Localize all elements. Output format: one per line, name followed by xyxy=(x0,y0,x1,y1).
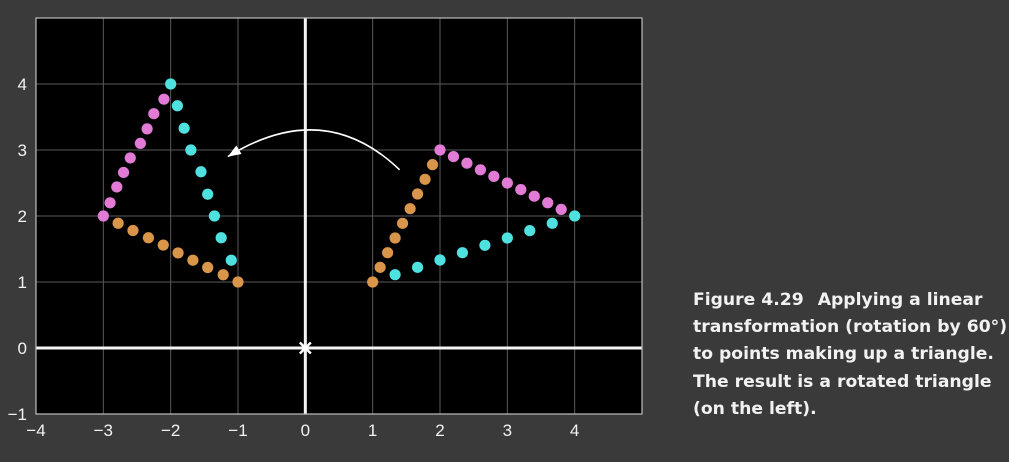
x-tick-label: −3 xyxy=(94,421,113,440)
tick-labels: −4 −3 −2 −1 0 1 2 3 4 −1 0 1 2 3 4 xyxy=(8,75,580,440)
origin-marker xyxy=(298,341,312,355)
data-point xyxy=(157,239,169,251)
data-point xyxy=(528,190,540,202)
scatter-plot: −4 −3 −2 −1 0 1 2 3 4 −1 0 1 2 3 4 xyxy=(8,17,643,440)
data-point xyxy=(488,170,500,182)
data-point xyxy=(411,188,424,200)
plot-frame xyxy=(35,17,643,415)
data-point xyxy=(524,225,536,237)
data-point xyxy=(546,217,558,229)
data-point xyxy=(542,197,554,209)
x-tick-label: 4 xyxy=(570,421,579,440)
x-tick-label: −1 xyxy=(228,421,247,440)
data-point xyxy=(225,254,237,266)
y-tick-label: 3 xyxy=(18,141,27,160)
data-point xyxy=(374,261,386,273)
y-tick-label: 0 xyxy=(18,339,27,358)
data-point xyxy=(134,137,146,149)
figure-caption: Figure 4.29 Applying a linear transformat… xyxy=(693,287,1009,423)
data-point xyxy=(111,181,123,193)
y-tick-label: −1 xyxy=(8,405,27,424)
caption-line: (on the left). xyxy=(693,398,817,419)
caption-line: Figure 4.29 Applying a linear xyxy=(693,287,1009,314)
data-point xyxy=(479,239,491,251)
data-point xyxy=(515,184,527,196)
y-tick-label: 2 xyxy=(18,207,27,226)
data-point xyxy=(195,166,207,178)
data-point xyxy=(389,232,401,244)
data-point xyxy=(104,197,116,209)
data-point xyxy=(555,203,567,215)
data-point xyxy=(434,254,446,266)
data-point xyxy=(461,157,473,169)
x-tick-label: −2 xyxy=(161,421,180,440)
caption-line: transformation (rotation by 60°) xyxy=(693,317,1008,338)
data-point xyxy=(217,269,229,281)
data-point xyxy=(426,159,439,171)
caption-line: The result is a rotated triangle xyxy=(693,371,992,392)
x-tick-label: −4 xyxy=(26,421,45,440)
data-point xyxy=(389,269,401,281)
data-point xyxy=(569,210,581,222)
data-point xyxy=(172,247,184,259)
data-point xyxy=(178,122,190,134)
data-point xyxy=(215,232,227,244)
origin-x-stroke xyxy=(298,341,312,355)
arrow-curve xyxy=(227,129,401,171)
arrow-head xyxy=(227,145,242,157)
figure-number: Figure 4.29 xyxy=(693,290,804,310)
data-point xyxy=(474,164,486,176)
rotation-arrow xyxy=(227,129,401,171)
data-point xyxy=(202,261,214,274)
data-point xyxy=(97,210,109,222)
caption-text: Applying a linear xyxy=(817,290,983,310)
data-point xyxy=(367,276,379,288)
data-point xyxy=(501,177,513,189)
data-point xyxy=(208,210,221,222)
data-point xyxy=(158,93,170,105)
data-points xyxy=(97,78,581,288)
data-point xyxy=(396,217,409,229)
data-point xyxy=(185,144,197,156)
x-tick-label: 0 xyxy=(301,421,310,440)
data-point xyxy=(117,166,130,179)
data-point xyxy=(382,247,394,259)
data-point xyxy=(501,232,513,244)
x-tick-label: 3 xyxy=(503,421,512,440)
data-point xyxy=(171,100,183,112)
data-point xyxy=(404,203,416,215)
x-tick-label: 1 xyxy=(368,421,377,440)
data-point xyxy=(202,188,214,200)
data-point xyxy=(112,217,124,229)
data-point xyxy=(411,261,424,273)
x-tick-label: 2 xyxy=(435,421,444,440)
data-point xyxy=(148,108,160,120)
data-point xyxy=(187,254,199,266)
caption-line: to points making up a triangle. xyxy=(693,344,994,365)
data-point xyxy=(232,276,244,288)
data-point xyxy=(142,232,155,244)
y-tick-label: 4 xyxy=(18,75,27,94)
data-point xyxy=(141,123,153,135)
data-point xyxy=(456,247,469,259)
y-tick-label: 1 xyxy=(18,273,27,292)
data-point xyxy=(434,144,446,156)
data-point xyxy=(447,151,460,163)
data-point xyxy=(419,173,431,185)
data-point xyxy=(124,152,136,164)
data-point xyxy=(127,224,139,237)
data-point xyxy=(165,78,177,90)
